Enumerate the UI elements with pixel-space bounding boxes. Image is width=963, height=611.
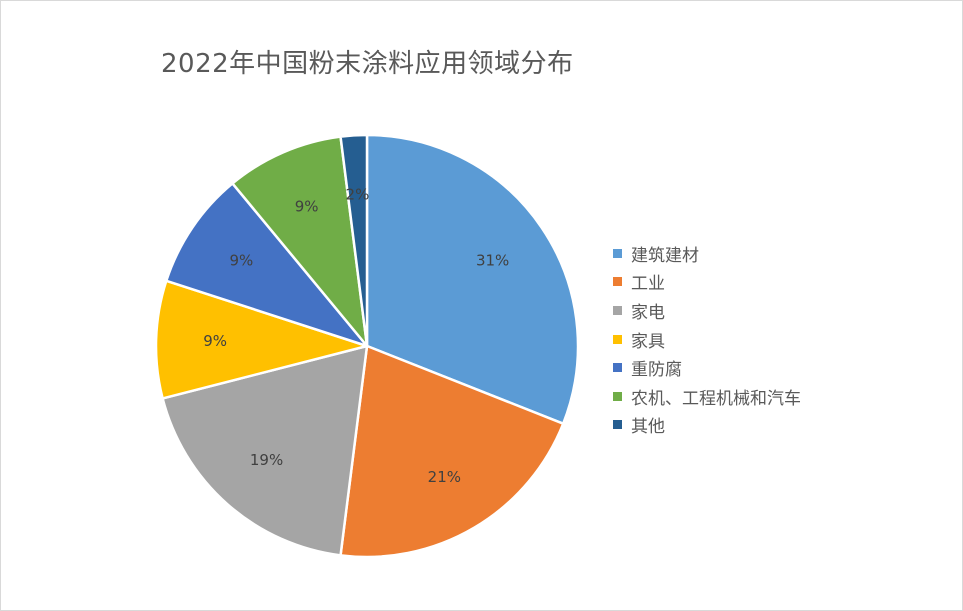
pie-data-label-1: 31% bbox=[476, 252, 509, 270]
legend-swatch bbox=[613, 277, 622, 287]
legend-item-7: 其他 bbox=[613, 411, 801, 440]
pie-slice-4 bbox=[154, 279, 369, 400]
chart-title: 2022年中国粉末涂料应用领域分布 bbox=[161, 49, 574, 79]
pie-slice-2 bbox=[339, 344, 565, 559]
pie-slice-1 bbox=[365, 133, 580, 425]
legend-item-4: 家具 bbox=[613, 325, 801, 354]
pie-data-label-3: 19% bbox=[250, 451, 283, 469]
legend-item-6: 农机、工程机械和汽车 bbox=[613, 382, 801, 411]
legend-label: 工业 bbox=[631, 274, 665, 295]
legend-item-5: 重防腐 bbox=[613, 353, 801, 382]
legend-item-2: 工业 bbox=[613, 268, 801, 297]
legend-swatch bbox=[613, 334, 622, 344]
legend-swatch bbox=[613, 420, 622, 430]
pie-data-label-7: 2% bbox=[346, 185, 370, 203]
pie-data-label-6: 9% bbox=[295, 198, 319, 216]
chart-legend: 建筑建材工业家电家具重防腐农机、工程机械和汽车 其他 bbox=[613, 239, 801, 439]
legend-label: 重防腐 bbox=[631, 360, 682, 381]
pie-slice-3 bbox=[161, 344, 369, 557]
legend-swatch bbox=[613, 363, 622, 373]
legend-swatch bbox=[613, 391, 622, 401]
legend-swatch bbox=[613, 305, 622, 315]
pie-data-label-4: 9% bbox=[203, 332, 227, 350]
pie-slice-5 bbox=[165, 182, 369, 348]
legend-label: 建筑建材 bbox=[631, 245, 699, 266]
pie-slices bbox=[154, 133, 580, 559]
legend-item-3: 家电 bbox=[613, 296, 801, 325]
legend-label: 农机、工程机械和汽车 bbox=[631, 388, 801, 409]
pie-slice-6 bbox=[231, 135, 369, 348]
legend-swatch bbox=[613, 248, 622, 258]
pie-data-labels: 31% 21% 19% 9% 9% 9% 2% bbox=[203, 185, 509, 485]
pie-slice-7 bbox=[339, 133, 369, 348]
pie-data-label-5: 9% bbox=[229, 252, 253, 270]
legend-label: 家具 bbox=[631, 331, 665, 352]
legend-label: 家电 bbox=[631, 302, 665, 323]
pie-data-label-2: 21% bbox=[428, 468, 461, 486]
legend-item-1: 建筑建材 bbox=[613, 239, 801, 268]
legend-label: 其他 bbox=[631, 417, 665, 438]
